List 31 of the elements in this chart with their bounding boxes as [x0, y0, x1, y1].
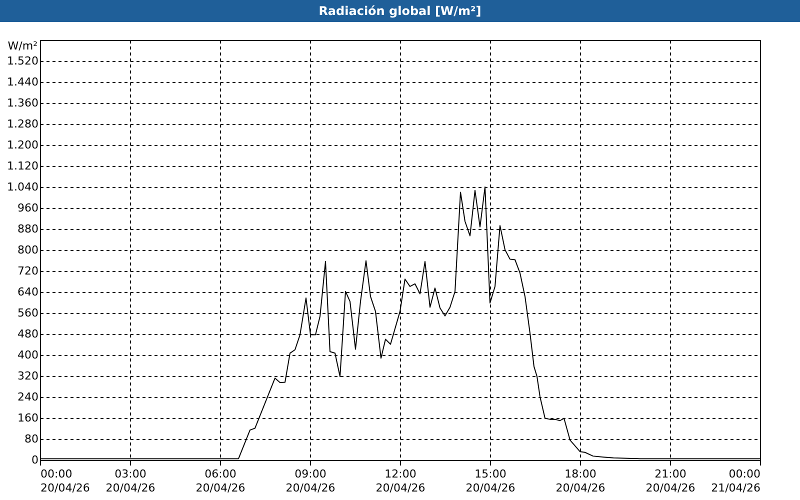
x-tick-label: 21:00 20/04/26 — [646, 468, 696, 494]
y-tick-label: 640 — [18, 286, 38, 298]
y-tick-label: 320 — [18, 370, 38, 382]
y-tick-label: 80 — [24, 432, 38, 446]
y-tick-label: 800 — [18, 244, 38, 256]
x-tick-label: 06:00 20/04/26 — [196, 468, 246, 494]
y-tick-label: 560 — [18, 306, 38, 320]
y-tick-label: 1.280 — [7, 118, 38, 130]
x-tick-label: 15:00 20/04/26 — [466, 468, 516, 494]
x-tick-label: 03:00 20/04/26 — [106, 468, 156, 494]
y-tick-label: 1.040 — [7, 180, 38, 194]
chart-title: Radiación global [W/m²] — [0, 0, 800, 22]
y-tick-label: 1.120 — [7, 160, 38, 172]
y-tick-label: 240 — [18, 390, 38, 404]
y-tick-label: 720 — [18, 264, 38, 278]
x-tick-label: 09:00 20/04/26 — [286, 468, 336, 494]
x-tick-label: 00:00 21/04/26 — [711, 468, 760, 494]
y-tick-label: 160 — [18, 412, 38, 424]
x-tick-label: 18:00 20/04/26 — [556, 468, 606, 494]
y-tick-label: 1.200 — [7, 138, 38, 152]
x-tick-label: 12:00 20/04/26 — [376, 468, 426, 494]
y-tick-label: 1.520 — [7, 54, 38, 68]
y-tick-label: 960 — [18, 202, 38, 214]
y-tick-label: 880 — [18, 222, 38, 236]
x-tick-label: 00:00 20/04/26 — [40, 468, 90, 494]
y-tick-label: 400 — [18, 348, 38, 362]
y-tick-label: 0 — [32, 454, 38, 466]
y-tick-label: 1.440 — [7, 76, 38, 88]
y-tick-label: 480 — [18, 328, 38, 340]
y-axis-title: W/m² — [8, 40, 38, 52]
y-tick-label: 1.360 — [7, 96, 38, 110]
